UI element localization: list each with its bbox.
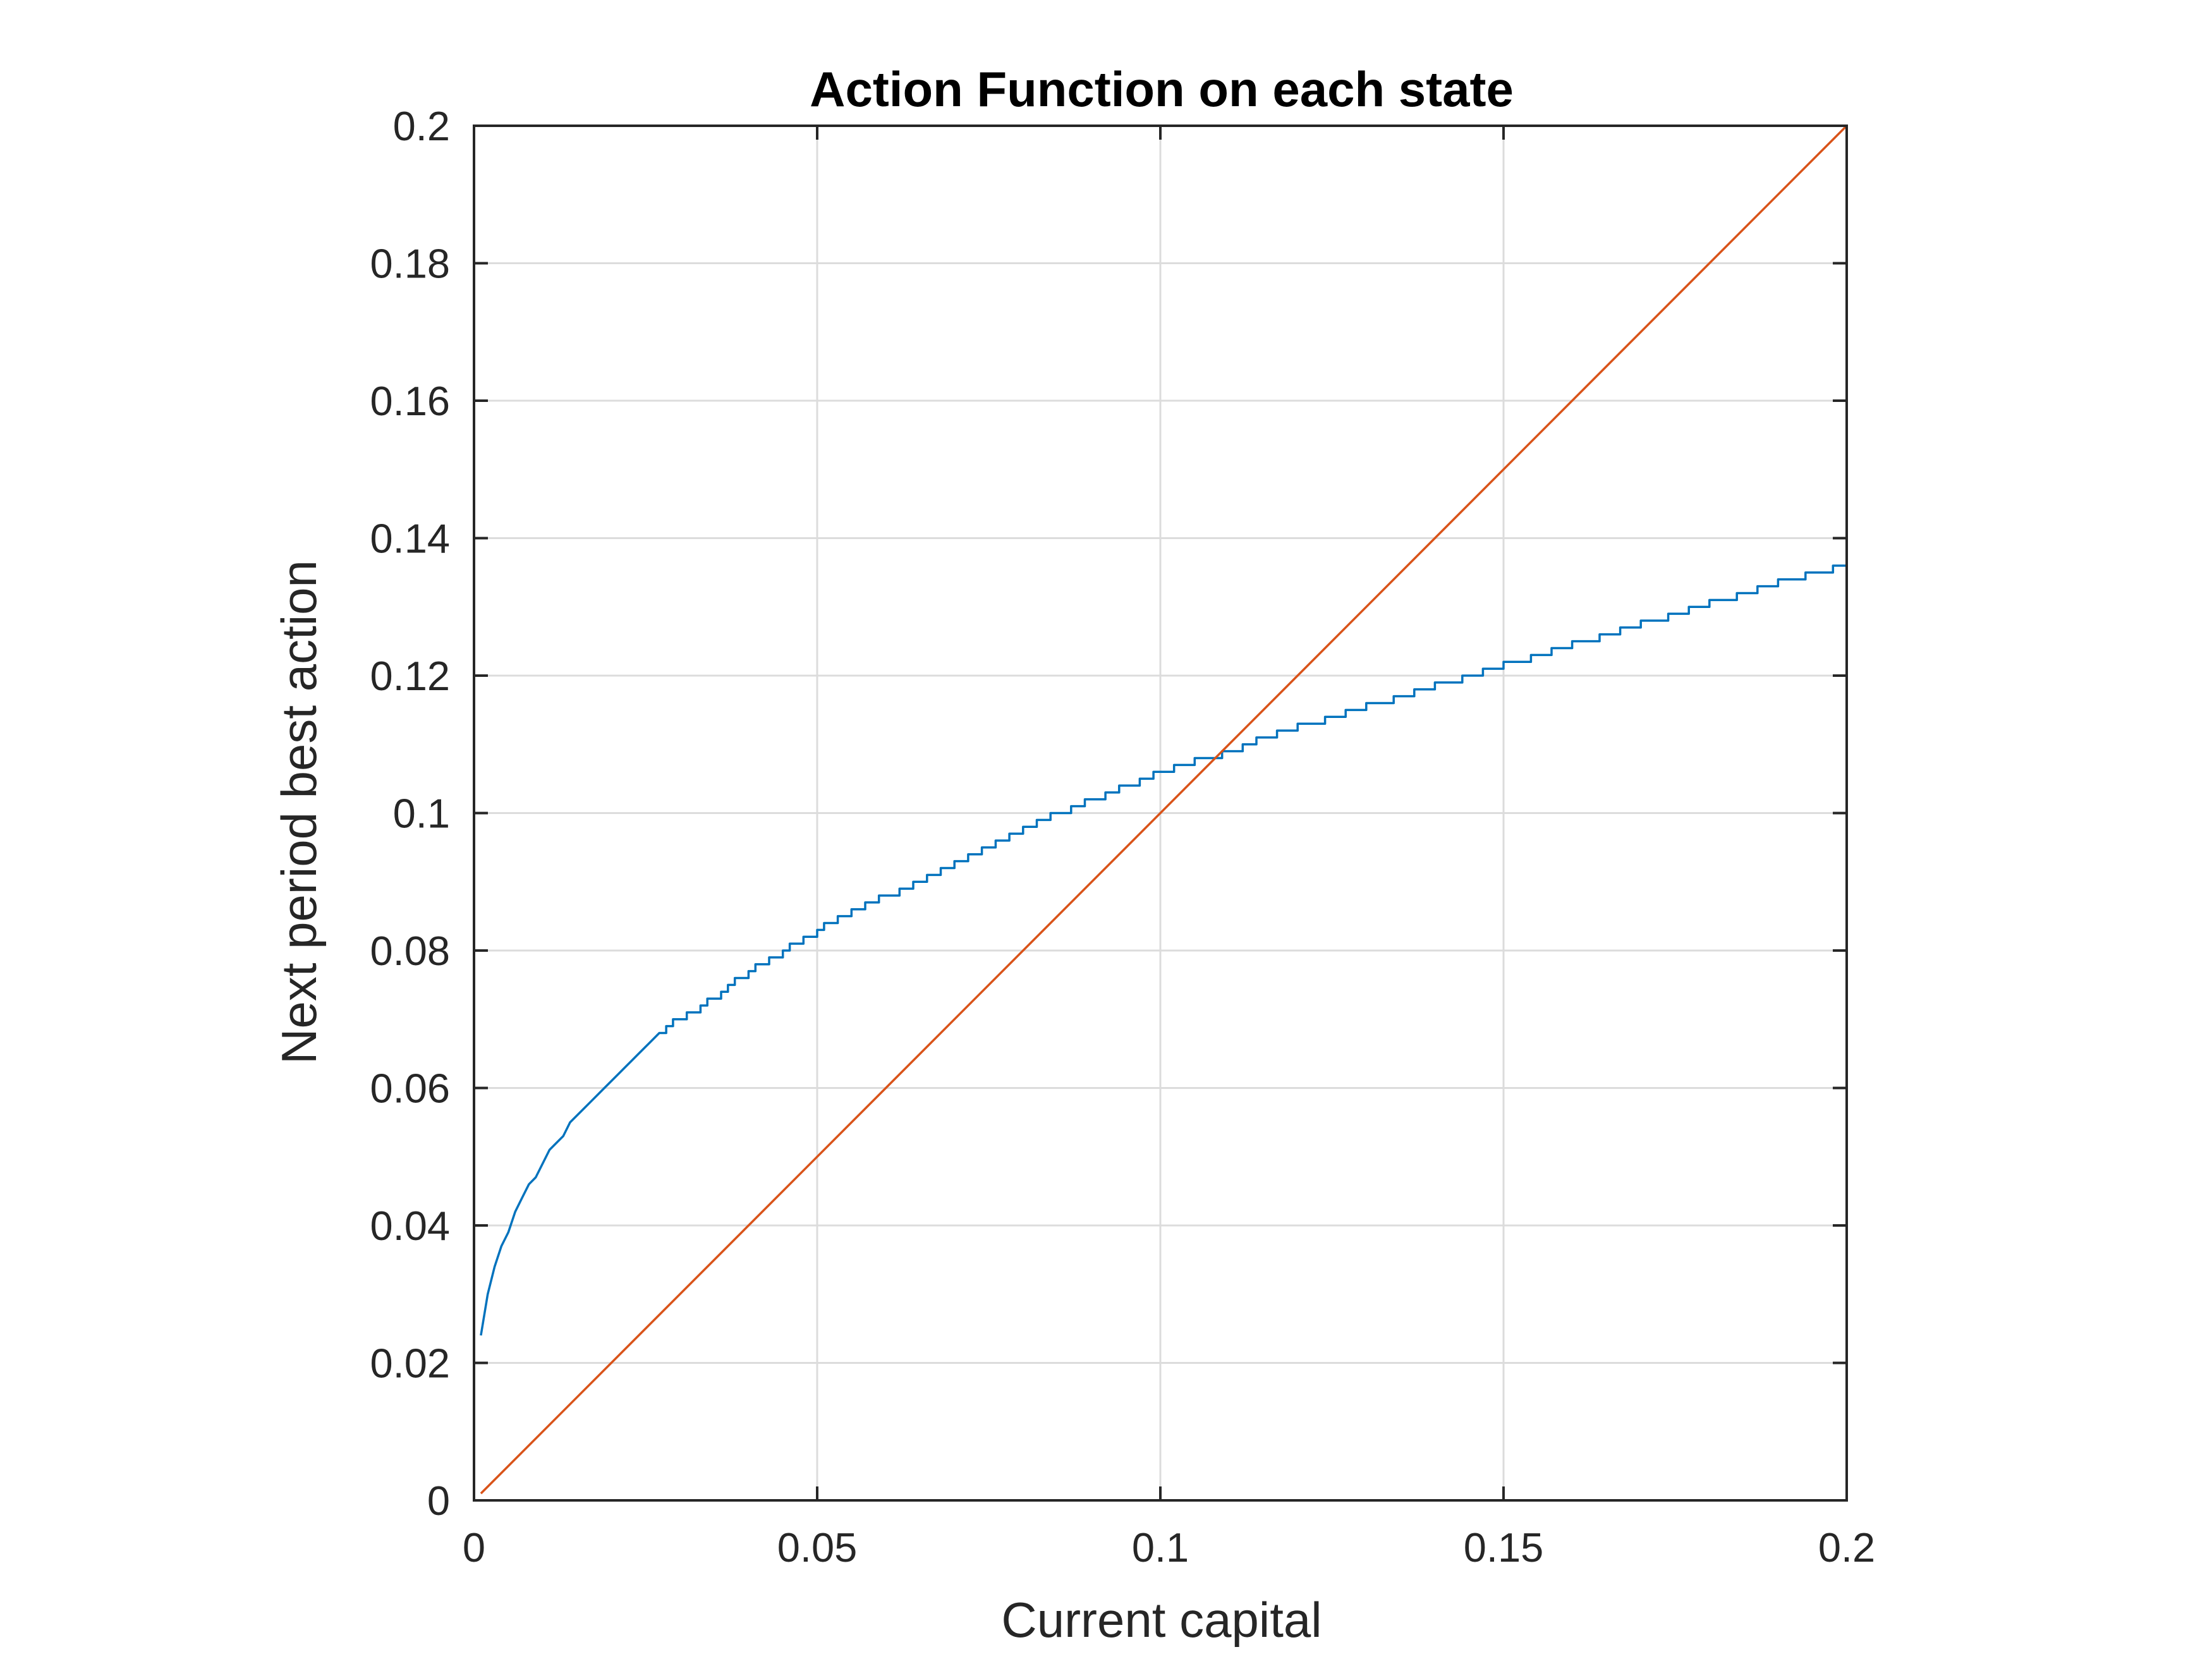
y-axis-label: Next period best action bbox=[271, 560, 327, 1064]
y-tick-label: 0.06 bbox=[370, 1066, 450, 1112]
x-tick-label: 0.15 bbox=[1464, 1524, 1544, 1571]
x-tick-label: 0.2 bbox=[1818, 1524, 1875, 1571]
grid-lines bbox=[474, 126, 1847, 1500]
x-tick-label: 0.1 bbox=[1132, 1524, 1189, 1571]
y-tick-label: 0.02 bbox=[370, 1340, 450, 1387]
y-tick-label: 0.2 bbox=[393, 103, 450, 149]
y-tick-label: 0.08 bbox=[370, 928, 450, 974]
y-tick-label: 0.12 bbox=[370, 653, 450, 699]
x-tick-label: 0 bbox=[463, 1524, 485, 1571]
y-tick-label: 0.1 bbox=[393, 791, 450, 837]
axes-box bbox=[473, 125, 1848, 1502]
tick-labels: 0 0.05 0.1 0.15 0.2 0 0.02 0.04 0.06 0.08 0.1 0.12 0… bbox=[370, 103, 1875, 1571]
series-line-1 bbox=[480, 564, 1847, 1336]
chart-title: Action Function on each state bbox=[810, 61, 1514, 117]
y-tick-label: 0.14 bbox=[370, 516, 450, 562]
x-tick-label: 0.05 bbox=[777, 1524, 858, 1571]
y-tick-label: 0.16 bbox=[370, 378, 450, 424]
y-tick-label: 0.04 bbox=[370, 1203, 450, 1249]
series-line-2 bbox=[480, 125, 1848, 1495]
y-tick-label: 0.18 bbox=[370, 241, 450, 287]
x-axis-label: Current capital bbox=[1001, 1592, 1322, 1648]
series-group bbox=[480, 125, 1848, 1495]
y-tick-label: 0 bbox=[427, 1478, 450, 1524]
